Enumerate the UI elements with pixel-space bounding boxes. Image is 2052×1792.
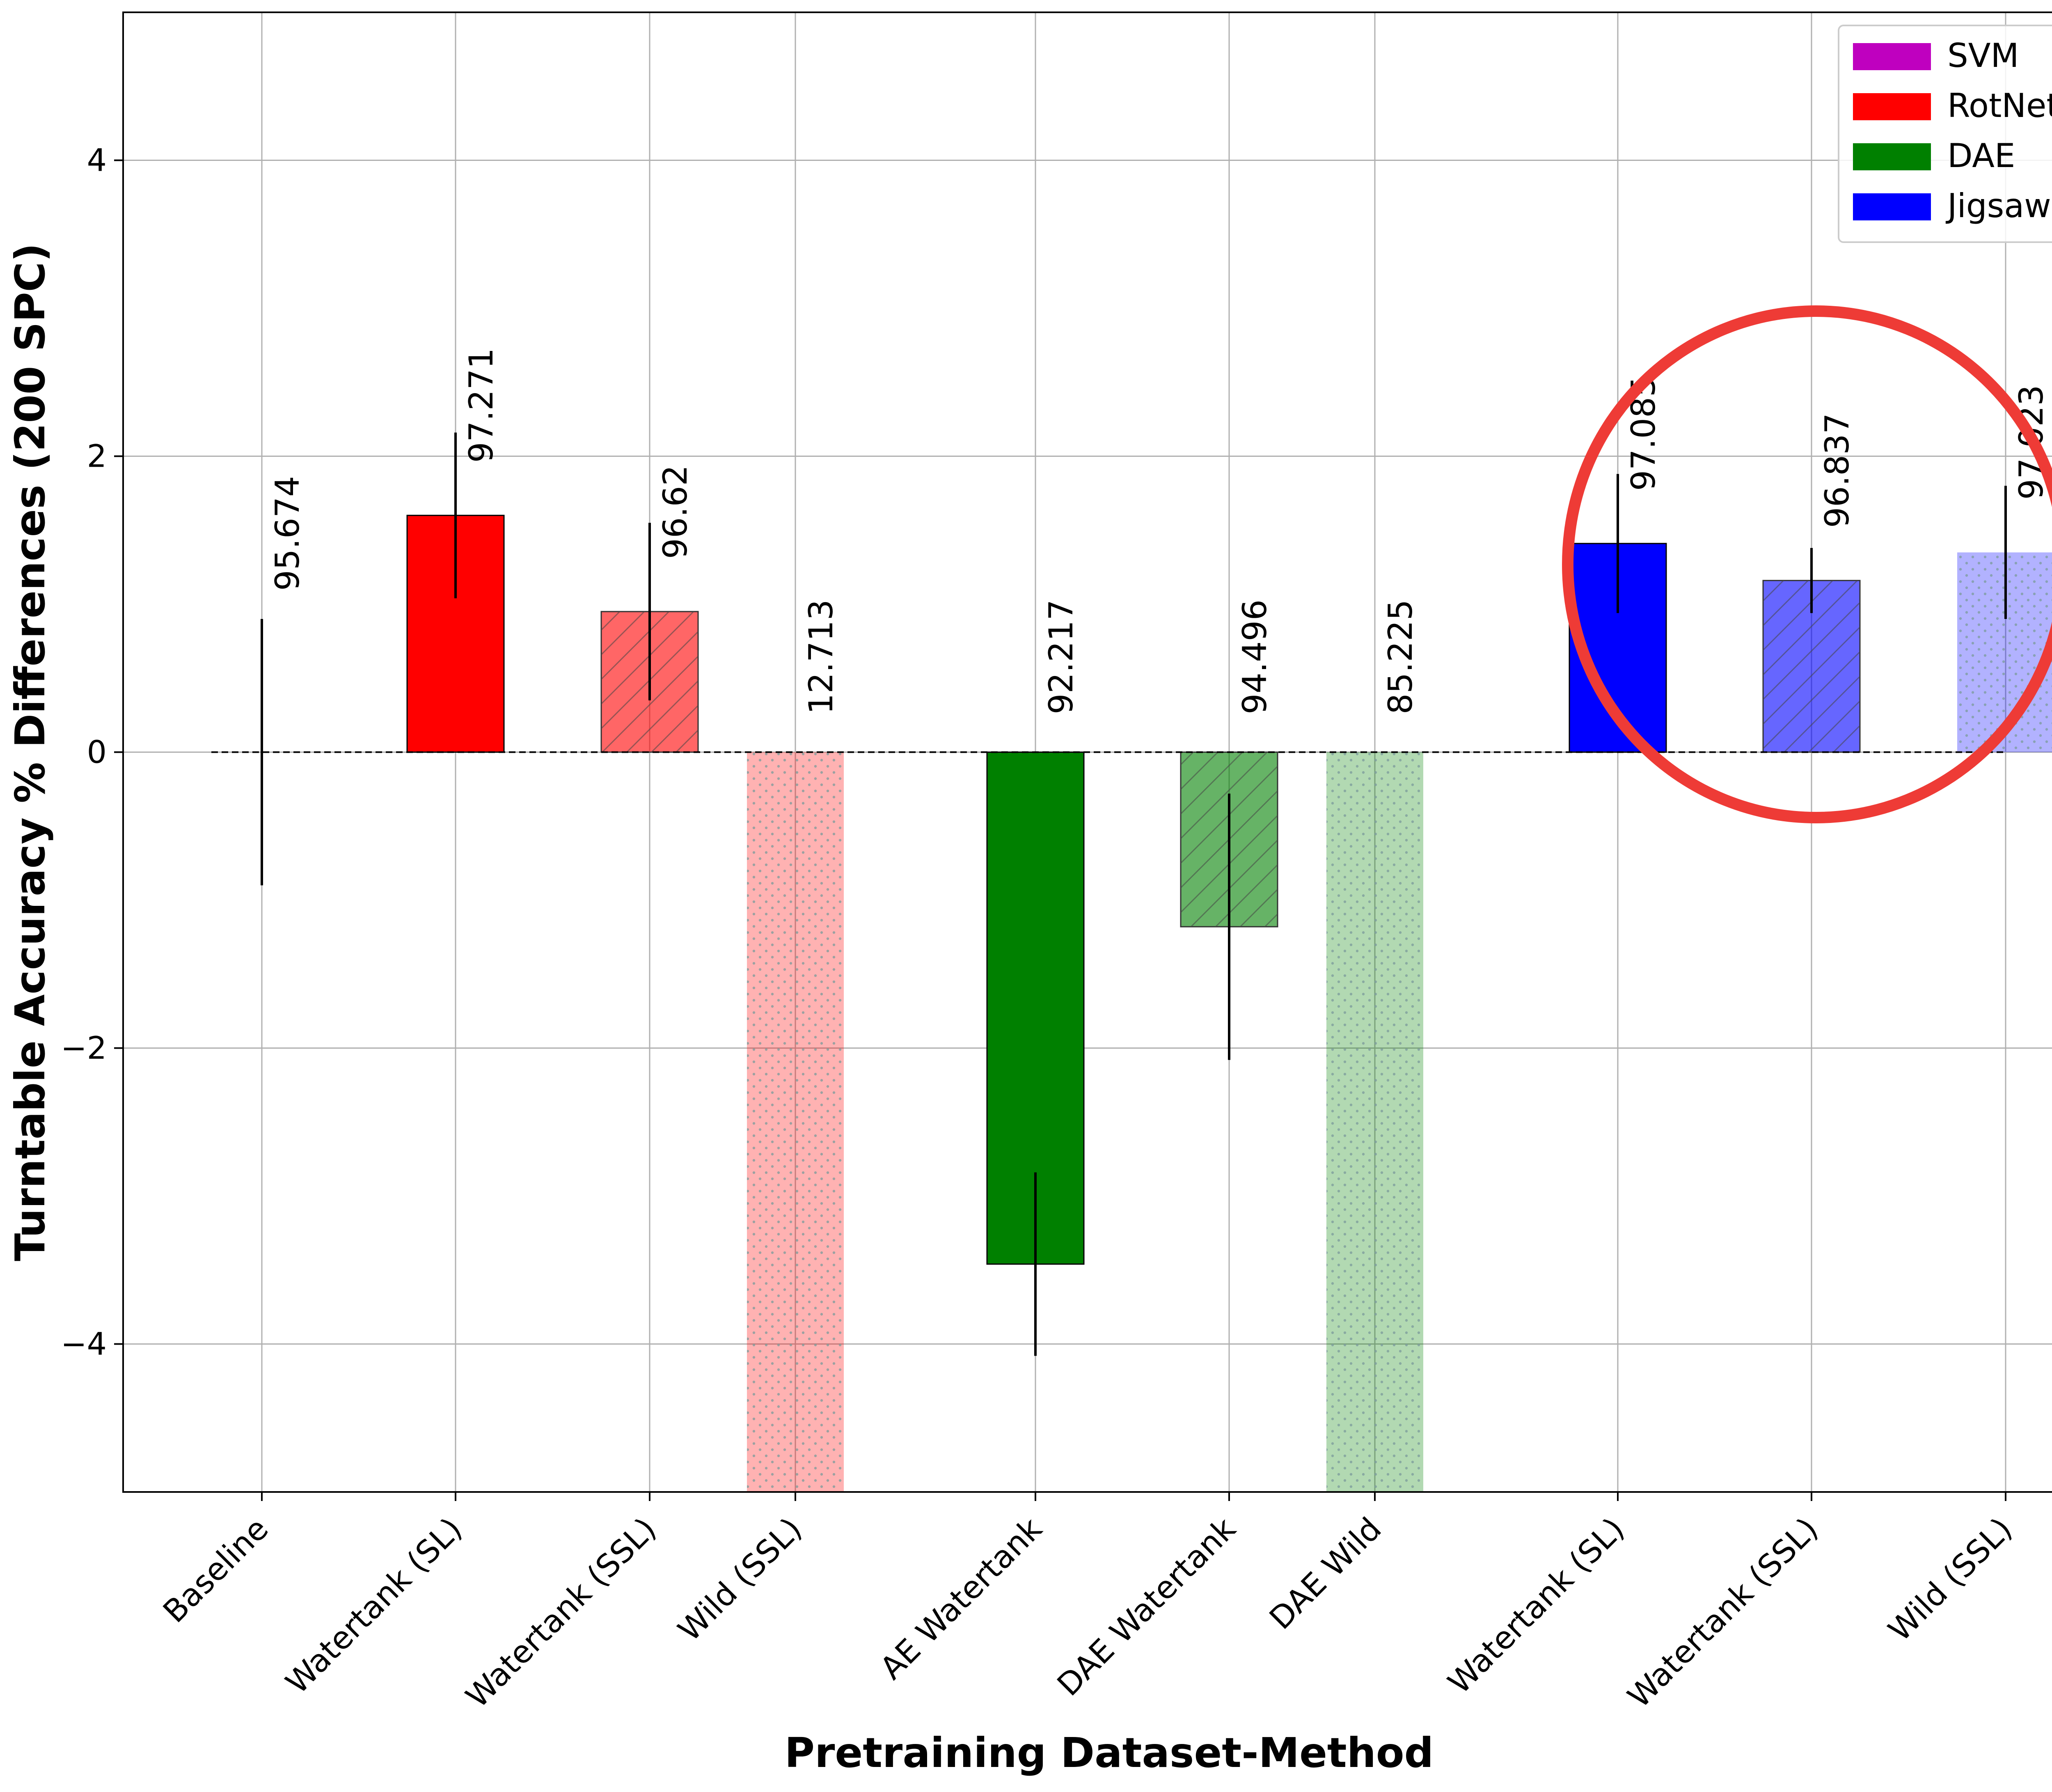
- legend-swatch: [1853, 93, 1931, 120]
- y-tick-label: 2: [87, 438, 107, 474]
- y-tick-label: 0: [87, 734, 107, 770]
- bar-dots: [1326, 752, 1423, 1492]
- x-tick-label: Watertank (SSL): [459, 1510, 663, 1715]
- legend-swatch: [1853, 193, 1931, 220]
- x-tick-label: Wild (SSL): [671, 1510, 809, 1648]
- value-label: 94.496: [1236, 599, 1274, 714]
- x-tick-label: DAE Watertank: [1050, 1510, 1243, 1703]
- legend-label: DAE: [1947, 137, 2015, 175]
- x-tick-label: Watertank (SL): [1441, 1510, 1631, 1701]
- legend-swatch: [1853, 143, 1931, 170]
- x-tick-label: Wild (SSL): [1881, 1510, 2019, 1648]
- y-axis-title: Turntable Accuracy % Differences (200 SP…: [6, 243, 54, 1261]
- value-label: 96.62: [656, 465, 694, 559]
- value-label: 97.271: [462, 348, 500, 463]
- highlight-ellipse: [1562, 305, 2052, 823]
- legend-swatch: [1853, 43, 1931, 70]
- bar-dots: [747, 752, 844, 1492]
- value-label: 85.225: [1381, 599, 1420, 714]
- legend-box: [1838, 25, 2052, 243]
- annotation-layer: [1562, 305, 2052, 823]
- value-label: 92.217: [1042, 599, 1080, 714]
- legend: SVM RotNet DAE Jigsaw: [1838, 25, 2052, 243]
- legend-label: Jigsaw: [1945, 187, 2051, 225]
- legend-label: RotNet: [1947, 87, 2052, 125]
- value-label: 12.713: [802, 599, 840, 714]
- x-tick-label: AE Watertank: [873, 1510, 1049, 1687]
- y-tick-label: −4: [61, 1326, 107, 1362]
- legend-label: SVM: [1947, 37, 2019, 75]
- y-tick-label: 4: [87, 142, 107, 179]
- value-label: 96.837: [1818, 413, 1856, 528]
- x-tick-label: Watertank (SL): [279, 1510, 469, 1701]
- value-label: 95.674: [268, 476, 307, 591]
- label-layer: 95.674 97.271 96.62 12.713 92.217 94.496 85.22…: [268, 348, 2050, 715]
- x-tick-label: DAE Wild: [1262, 1510, 1388, 1636]
- x-axis-title: Pretraining Dataset-Method: [785, 1729, 1434, 1777]
- bar-layer: [211, 432, 2052, 1492]
- x-tick-label: Watertank (SSL): [1621, 1510, 1825, 1715]
- x-tick-label: Baseline: [156, 1510, 275, 1630]
- y-tick-label: −2: [61, 1030, 107, 1066]
